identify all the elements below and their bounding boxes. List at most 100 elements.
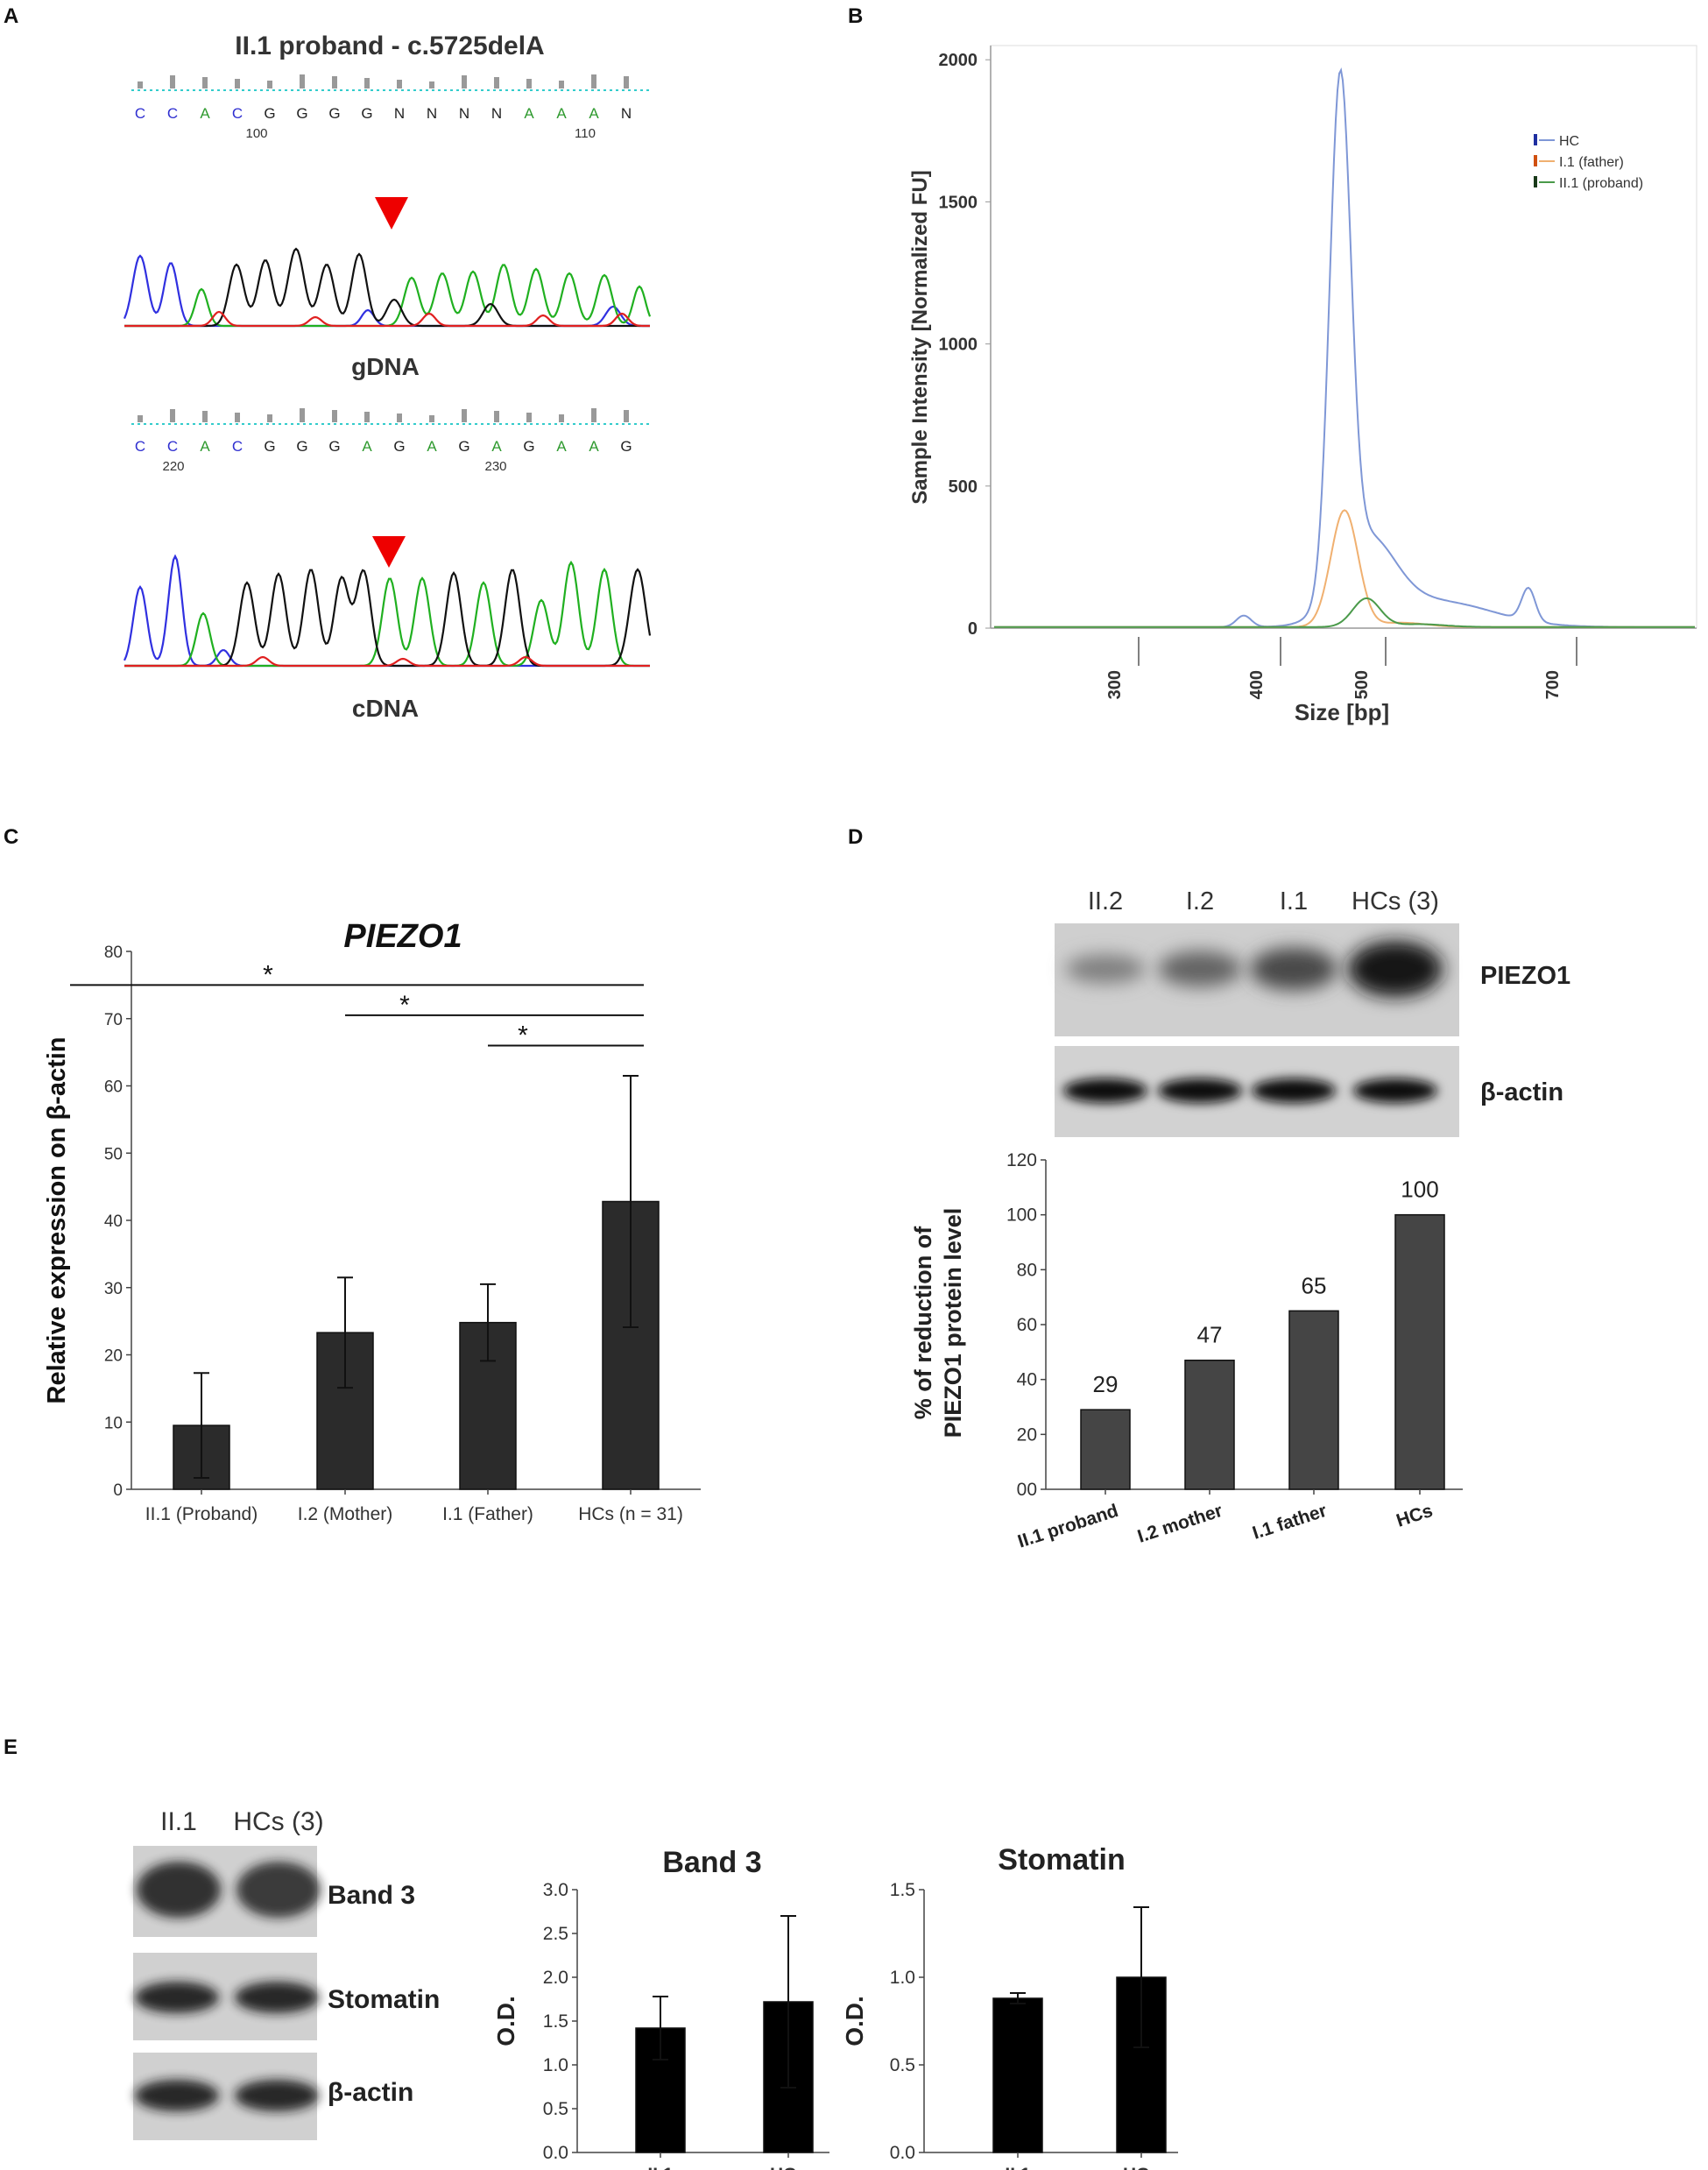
- y-tick-label: 60: [104, 1078, 123, 1097]
- quality-bar: [235, 413, 240, 422]
- base-call: N: [394, 105, 405, 122]
- base-call: A: [427, 438, 437, 455]
- base-call: C: [167, 438, 178, 455]
- base-call: G: [458, 438, 469, 455]
- panel-b-x-ticks: 300 400 500 700: [1105, 637, 1577, 699]
- base-call: A: [589, 438, 599, 455]
- blot-band: [135, 2080, 219, 2111]
- x-tick-label: II.1 proband: [1015, 1501, 1120, 1552]
- y-tick-label: 2.5: [543, 1924, 568, 1944]
- lane-label: HCs (3): [233, 1807, 323, 1836]
- x-tick-label: 500: [1352, 670, 1372, 699]
- quality-bar: [267, 81, 272, 88]
- y-tick-label: 100: [1006, 1205, 1037, 1226]
- legend-entry-father: I.1 (father): [1559, 155, 1624, 170]
- blot-d-piezo1-bands: [1065, 941, 1443, 997]
- quality-bar: [462, 75, 467, 88]
- panel-e-band3-bars: [635, 1915, 814, 2153]
- y-tick-label: 500: [949, 477, 978, 497]
- panel-c: PIEZO1 0 10 20 30 40 50 60 70 80 * * * II.1 (Proba…: [43, 918, 701, 1524]
- x-tick-label: HCs: [770, 2165, 807, 2170]
- y-tick-label: 30: [104, 1280, 123, 1298]
- panel-c-bars: [173, 1074, 660, 1490]
- base-call: A: [200, 105, 210, 122]
- quality-bar: [526, 413, 532, 422]
- significance-star: *: [263, 960, 273, 989]
- base-call: C: [232, 105, 243, 122]
- series-hc: [994, 67, 1695, 628]
- data-label: 29: [1093, 1371, 1119, 1397]
- cdna-label: cDNA: [352, 695, 419, 722]
- blot-band: [1158, 1078, 1242, 1103]
- base-call: G: [393, 438, 405, 455]
- cdna-trace: [123, 554, 652, 668]
- base-call: G: [328, 105, 340, 122]
- gdna-trace: [123, 247, 652, 328]
- base-call: N: [621, 105, 632, 122]
- series-father: [994, 509, 1695, 628]
- blot-band: [1348, 941, 1443, 997]
- y-tick-label: 3.0: [543, 1880, 568, 1900]
- x-tick-label: II.1: [1005, 2165, 1031, 2170]
- quality-bar: [300, 408, 305, 422]
- base-call: N: [491, 105, 502, 122]
- base-call: C: [135, 105, 145, 122]
- panel-b-x-axis-label: Size [bp]: [1295, 699, 1389, 725]
- panel-e-stomatin-title: Stomatin: [998, 1843, 1125, 1877]
- x-tick-label: HCs: [1123, 2165, 1160, 2170]
- cdna-quality-bars: [138, 408, 629, 422]
- base-call: G: [296, 438, 307, 455]
- panel-c-significance: * * *: [70, 960, 644, 1050]
- panel-label-c: C: [4, 825, 18, 849]
- panel-a: II.1 proband - c.5725delA C C A C G G G G N N N N A A…: [123, 32, 652, 722]
- y-tick-label: 2.0: [543, 1968, 568, 1988]
- quality-bar: [235, 79, 240, 88]
- blot-band: [1065, 954, 1146, 984]
- panel-e-band3-y-axis-label: O.D.: [492, 1996, 519, 2046]
- panel-label-d: D: [848, 825, 863, 849]
- quality-bar: [429, 415, 434, 422]
- y-tick-label: 0.0: [543, 2143, 568, 2163]
- panel-e-lane-labels: II.1 HCs (3): [160, 1807, 324, 1836]
- quality-bar: [267, 414, 272, 422]
- y-tick-label: 2000: [939, 51, 978, 70]
- gdna-trace-line: [124, 310, 650, 328]
- blot-band: [235, 2080, 319, 2111]
- blot-band: [137, 1862, 221, 1918]
- panel-b-legend: HC I.1 (father) II.1 (proband): [1534, 134, 1643, 191]
- panel-d-y-axis-label-line1: % of reduction of: [910, 1226, 936, 1419]
- base-call: C: [135, 438, 145, 455]
- y-tick-label: 70: [104, 1011, 123, 1029]
- x-tick-label: I.1 father: [1250, 1501, 1329, 1544]
- y-tick-label: 20: [1017, 1424, 1037, 1445]
- quality-bar: [559, 81, 564, 88]
- bar: [1184, 1359, 1235, 1490]
- gdna-position-110: 110: [575, 126, 596, 141]
- base-call: G: [361, 105, 372, 122]
- y-tick-label: 1.5: [890, 1880, 915, 1900]
- blot-band: [236, 1862, 321, 1918]
- gdna-quality-bars: [138, 74, 629, 88]
- y-tick-label: 0: [968, 619, 978, 639]
- panel-d-x-labels: II.1 proband I.2 mother I.1 father HCs: [1015, 1489, 1436, 1552]
- x-tick-label: 300: [1105, 670, 1125, 699]
- lane-label: HCs (3): [1352, 887, 1439, 915]
- x-tick-label: I.1 (Father): [442, 1504, 533, 1524]
- blot-d-row-label-piezo1: PIEZO1: [1480, 962, 1570, 990]
- legend-swatch-father: [1534, 155, 1537, 166]
- quality-bar: [300, 74, 305, 88]
- y-tick-label: 0: [113, 1481, 123, 1500]
- blot-band: [1252, 1078, 1336, 1103]
- blot-e-bands: [135, 1862, 321, 2111]
- blot-e-row-label-stomatin: Stomatin: [328, 1985, 440, 2014]
- y-tick-label: 80: [104, 944, 123, 962]
- blot-e-row-label-actin: β-actin: [328, 2078, 413, 2107]
- panel-e-band3-y-ticks: 0.0 0.5 1.0 1.5 2.0 2.5 3.0: [543, 1880, 577, 2163]
- panel-d-bars: 29 47 65 100: [1080, 1177, 1445, 1490]
- x-tick-label: I.2 mother: [1135, 1501, 1225, 1547]
- lane-label: II.2: [1088, 887, 1123, 915]
- panel-d: II.2 I.2 I.1 HCs (3) PIEZO1 β-actin 00 20 40 6…: [910, 887, 1570, 1552]
